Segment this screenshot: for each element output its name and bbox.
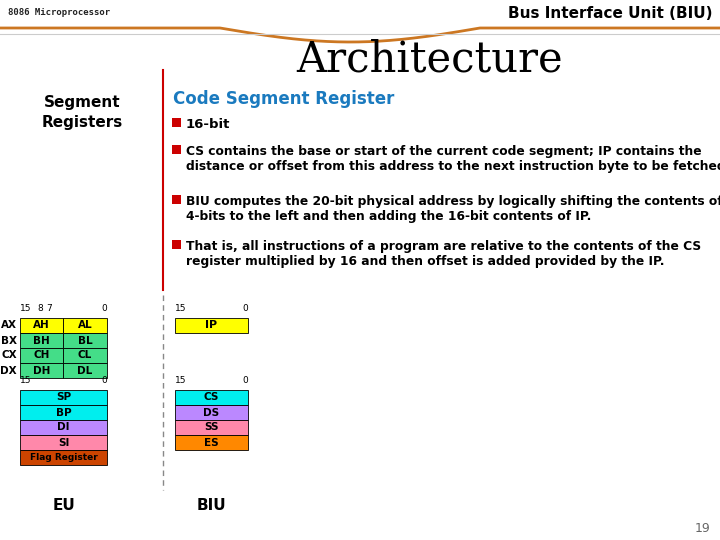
Text: Bus Interface Unit (BIU): Bus Interface Unit (BIU): [508, 6, 712, 21]
Text: 0: 0: [102, 376, 107, 385]
Bar: [172, 240, 181, 249]
Text: CH: CH: [33, 350, 50, 361]
Text: 19: 19: [694, 522, 710, 535]
Text: AH: AH: [33, 321, 50, 330]
Bar: [20, 348, 63, 363]
Text: ES: ES: [204, 437, 219, 448]
Text: 0: 0: [242, 376, 248, 385]
Text: SS: SS: [204, 422, 219, 433]
Text: BP: BP: [55, 408, 71, 417]
Text: DI: DI: [58, 422, 70, 433]
Bar: [20, 390, 107, 405]
Text: CS contains the base or start of the current code segment; IP contains the
dista: CS contains the base or start of the cur…: [186, 145, 720, 173]
Bar: [175, 318, 248, 333]
Text: 15: 15: [175, 304, 186, 313]
Text: DL: DL: [77, 366, 93, 375]
Text: BH: BH: [33, 335, 50, 346]
Text: BX: BX: [1, 335, 17, 346]
Bar: [172, 195, 181, 204]
Text: EU: EU: [52, 498, 75, 513]
Text: 8086 Microprocessor: 8086 Microprocessor: [8, 8, 110, 17]
Text: 0: 0: [102, 304, 107, 313]
Text: Code Segment Register: Code Segment Register: [173, 90, 395, 108]
Text: CL: CL: [78, 350, 92, 361]
Text: DS: DS: [204, 408, 220, 417]
Bar: [175, 405, 248, 420]
Bar: [63, 348, 107, 363]
Text: DX: DX: [1, 366, 17, 375]
Text: BL: BL: [78, 335, 92, 346]
Text: Segment
Registers: Segment Registers: [41, 95, 122, 130]
Bar: [20, 450, 107, 465]
Bar: [172, 118, 181, 127]
Text: BIU computes the 20-bit physical address by logically shifting the contents of C: BIU computes the 20-bit physical address…: [186, 195, 720, 223]
Text: SI: SI: [58, 437, 69, 448]
Text: SP: SP: [56, 393, 71, 402]
Text: AX: AX: [1, 321, 17, 330]
Text: 7: 7: [47, 304, 53, 313]
Text: That is, all instructions of a program are relative to the contents of the CS
re: That is, all instructions of a program a…: [186, 240, 701, 268]
Bar: [20, 363, 63, 378]
Text: 15: 15: [20, 304, 32, 313]
Bar: [175, 435, 248, 450]
Text: 8: 8: [37, 304, 43, 313]
Text: CS: CS: [204, 393, 219, 402]
Text: DH: DH: [33, 366, 50, 375]
Text: IP: IP: [205, 321, 217, 330]
Text: 15: 15: [20, 376, 32, 385]
Bar: [63, 363, 107, 378]
Bar: [20, 435, 107, 450]
Text: BIU: BIU: [197, 498, 226, 513]
Text: 15: 15: [175, 376, 186, 385]
Text: Flag Register: Flag Register: [30, 453, 97, 462]
Text: AL: AL: [78, 321, 92, 330]
Bar: [63, 333, 107, 348]
Bar: [20, 333, 63, 348]
Bar: [172, 145, 181, 154]
Text: Architecture: Architecture: [297, 38, 563, 80]
Bar: [63, 318, 107, 333]
Text: 16-bit: 16-bit: [186, 118, 230, 131]
Bar: [20, 420, 107, 435]
Text: CX: CX: [1, 350, 17, 361]
Bar: [20, 318, 63, 333]
Text: 0: 0: [242, 304, 248, 313]
Bar: [175, 420, 248, 435]
Bar: [175, 390, 248, 405]
Bar: [20, 405, 107, 420]
